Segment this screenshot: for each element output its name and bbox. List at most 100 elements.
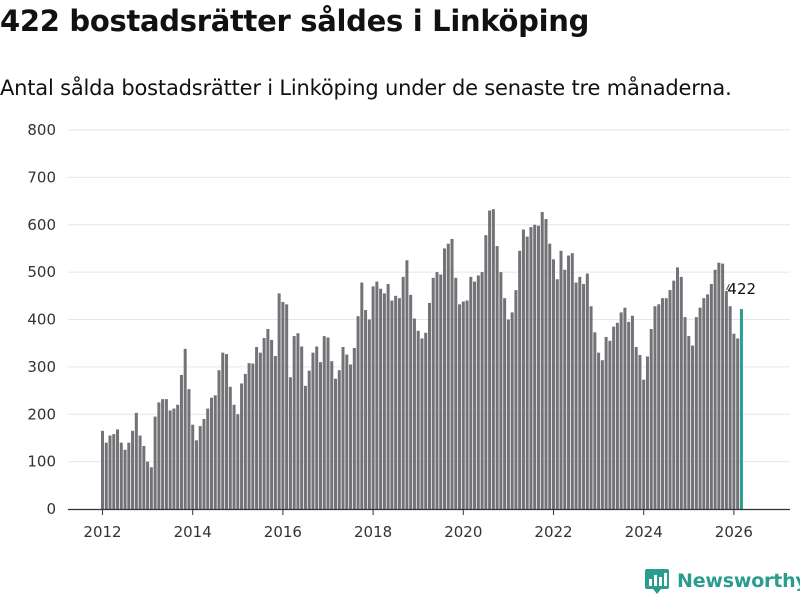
bar [176,404,180,509]
bar [191,424,195,509]
bar [168,410,172,509]
bar [394,295,398,509]
bar [270,339,274,509]
bar [709,283,713,509]
bar [638,355,642,509]
y-tick-label: 500 [27,263,56,281]
annotation-leader-line [725,283,730,291]
bar [258,352,262,509]
bar [736,338,740,509]
bar [582,283,586,509]
bar [416,330,420,509]
bar [202,418,206,509]
bar [525,236,529,509]
newsworthy-logo-icon [645,569,669,594]
bar [454,277,458,509]
bar [352,347,356,509]
bar [281,301,285,509]
bar [285,304,289,509]
y-tick-label: 200 [27,405,56,423]
x-tick-label: 2024 [625,523,663,541]
bar [194,440,198,509]
bar [518,250,522,509]
x-tick-label: 2016 [264,523,302,541]
bar [337,370,341,509]
bar [375,281,379,509]
bar [382,293,386,509]
bar [307,370,311,509]
bar [138,435,142,509]
chart-title: 422 bostadsrätter såldes i Linköping [0,4,590,38]
bar [555,279,559,509]
bar [334,378,338,509]
bar [540,211,544,509]
bar [273,355,277,509]
bar [179,374,183,509]
annotation-label: 422 [727,280,756,298]
bar [506,319,510,509]
bar [488,210,492,510]
bar [721,263,725,509]
bar [461,301,465,509]
bar [698,307,702,509]
bar [642,379,646,509]
bar [439,274,443,509]
y-tick-label: 400 [27,311,56,329]
bar [296,333,300,509]
bar [465,300,469,509]
bar [574,282,578,509]
bar [702,298,706,509]
bar [491,209,495,509]
bar [116,429,120,509]
bar [213,395,217,509]
bar [469,276,473,509]
bar [634,346,638,509]
bar [228,386,232,509]
bar [236,414,240,509]
bar [514,290,518,509]
bar [450,238,454,509]
bar [627,321,631,509]
bar [341,346,345,509]
bar [386,283,390,509]
bar [724,291,728,509]
bar [608,340,612,509]
bar [529,227,533,509]
bar [597,352,601,509]
bar [153,416,157,509]
bar [390,300,394,509]
bar [503,298,507,509]
bar [266,328,270,509]
bar [585,273,589,509]
y-tick-label: 100 [27,453,56,471]
newsworthy-brand[interactable]: Newsworthy [644,568,800,594]
bar [521,229,525,510]
bar [728,306,732,509]
bar [157,402,161,509]
bar [458,304,462,509]
y-tick-label: 700 [27,168,56,186]
bar [495,246,499,509]
bar [687,336,691,509]
bar [424,332,428,509]
bar [108,435,112,509]
bar [548,243,552,509]
bar [322,336,326,509]
bar [589,306,593,509]
bar [593,332,597,509]
bar [104,442,108,509]
bar [623,307,627,509]
bar [578,276,582,509]
bar [149,467,153,509]
bar [206,408,210,509]
bar [405,260,409,509]
bar [510,312,514,509]
bar [134,412,138,509]
bar [676,267,680,509]
y-tick-label: 300 [27,358,56,376]
bar [653,306,657,509]
bar [232,404,236,509]
bar [420,338,424,509]
bar [431,277,435,509]
bar [112,434,116,509]
